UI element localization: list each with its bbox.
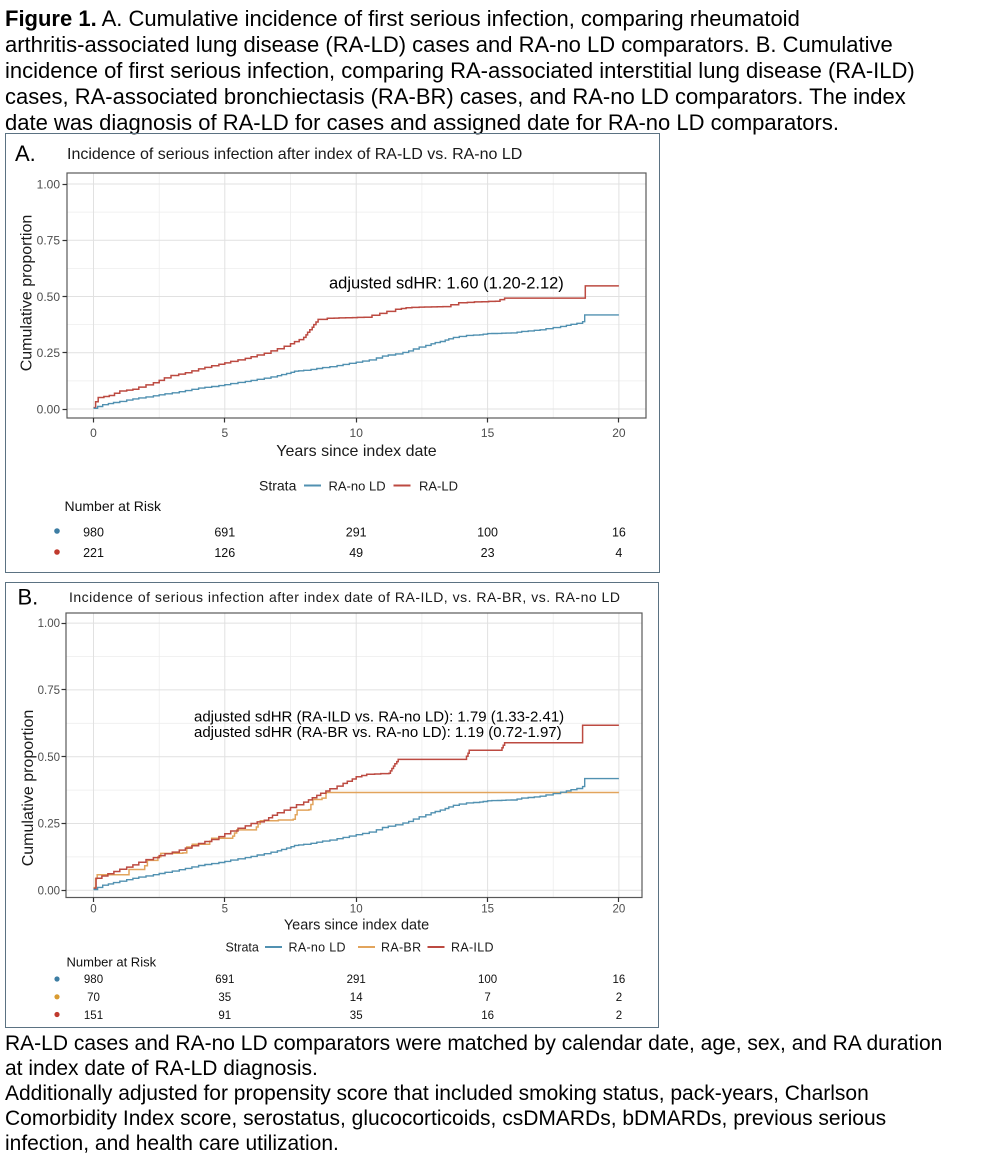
- svg-text:RA-no LD: RA-no LD: [289, 941, 346, 955]
- svg-text:0.50: 0.50: [37, 290, 61, 304]
- svg-text:10: 10: [350, 904, 363, 916]
- svg-text:1.00: 1.00: [37, 177, 61, 191]
- svg-text:16: 16: [612, 526, 626, 540]
- svg-text:2: 2: [616, 1010, 622, 1022]
- svg-text:0.50: 0.50: [38, 752, 60, 764]
- svg-text:0.75: 0.75: [37, 234, 61, 248]
- svg-text:35: 35: [350, 1010, 363, 1022]
- svg-text:adjusted sdHR (RA-ILD vs. RA-n: adjusted sdHR (RA-ILD vs. RA-no LD): 1.7…: [194, 708, 564, 725]
- svg-text:1.00: 1.00: [38, 618, 60, 630]
- svg-text:0.00: 0.00: [38, 885, 60, 897]
- svg-text:221: 221: [83, 546, 104, 560]
- svg-text:23: 23: [481, 546, 495, 560]
- svg-text:16: 16: [481, 1010, 494, 1022]
- svg-text:14: 14: [350, 992, 363, 1004]
- svg-text:Years since index date: Years since index date: [284, 918, 429, 934]
- svg-text:10: 10: [350, 426, 364, 440]
- svg-text:980: 980: [83, 526, 104, 540]
- svg-text:0.25: 0.25: [37, 346, 61, 360]
- svg-text:100: 100: [478, 974, 497, 986]
- svg-text:Strata: Strata: [226, 941, 259, 955]
- svg-text:B.: B.: [18, 585, 39, 610]
- svg-text:35: 35: [218, 992, 231, 1004]
- svg-text:15: 15: [481, 426, 495, 440]
- svg-text:Strata: Strata: [259, 478, 297, 494]
- svg-text:0: 0: [90, 426, 97, 440]
- svg-text:4: 4: [615, 546, 622, 560]
- svg-text:20: 20: [612, 426, 626, 440]
- svg-text:980: 980: [84, 974, 103, 986]
- svg-text:691: 691: [214, 526, 235, 540]
- svg-text:126: 126: [214, 546, 235, 560]
- svg-text:RA-no LD: RA-no LD: [329, 479, 386, 494]
- svg-text:151: 151: [84, 1010, 103, 1022]
- svg-text:691: 691: [215, 974, 234, 986]
- svg-text:0.25: 0.25: [38, 819, 60, 831]
- svg-text:0.75: 0.75: [38, 685, 60, 697]
- svg-text:A.: A.: [15, 141, 36, 166]
- svg-text:Cumulative proportion: Cumulative proportion: [19, 215, 36, 372]
- svg-text:adjusted sdHR (RA-BR vs. RA-no: adjusted sdHR (RA-BR vs. RA-no LD): 1.19…: [194, 724, 562, 741]
- svg-text:15: 15: [481, 904, 494, 916]
- svg-text:Cumulative proportion: Cumulative proportion: [20, 710, 37, 867]
- svg-text:Years since index date: Years since index date: [276, 443, 437, 460]
- svg-text:RA-ILD: RA-ILD: [451, 941, 494, 955]
- svg-text:Number at Risk: Number at Risk: [67, 955, 157, 970]
- svg-text:49: 49: [349, 546, 363, 560]
- svg-text:0.00: 0.00: [37, 402, 61, 416]
- svg-text:Incidence of serious infection: Incidence of serious infection after ind…: [69, 589, 620, 605]
- svg-text:291: 291: [346, 526, 367, 540]
- svg-text:Number at Risk: Number at Risk: [65, 498, 162, 514]
- svg-text:70: 70: [87, 992, 100, 1004]
- svg-text:20: 20: [613, 904, 626, 916]
- svg-text:91: 91: [218, 1010, 231, 1022]
- svg-text:RA-LD: RA-LD: [419, 479, 458, 494]
- svg-text:5: 5: [221, 426, 228, 440]
- svg-text:7: 7: [484, 992, 490, 1004]
- svg-text:2: 2: [616, 992, 622, 1004]
- svg-text:291: 291: [347, 974, 366, 986]
- svg-text:Incidence of serious infection: Incidence of serious infection after ind…: [67, 146, 522, 163]
- svg-text:5: 5: [222, 904, 228, 916]
- svg-text:100: 100: [477, 526, 498, 540]
- svg-text:RA-BR: RA-BR: [381, 941, 421, 955]
- svg-text:adjusted sdHR: 1.60 (1.20-2.12: adjusted sdHR: 1.60 (1.20-2.12): [329, 275, 564, 293]
- svg-text:0: 0: [90, 904, 96, 916]
- svg-text:16: 16: [613, 974, 626, 986]
